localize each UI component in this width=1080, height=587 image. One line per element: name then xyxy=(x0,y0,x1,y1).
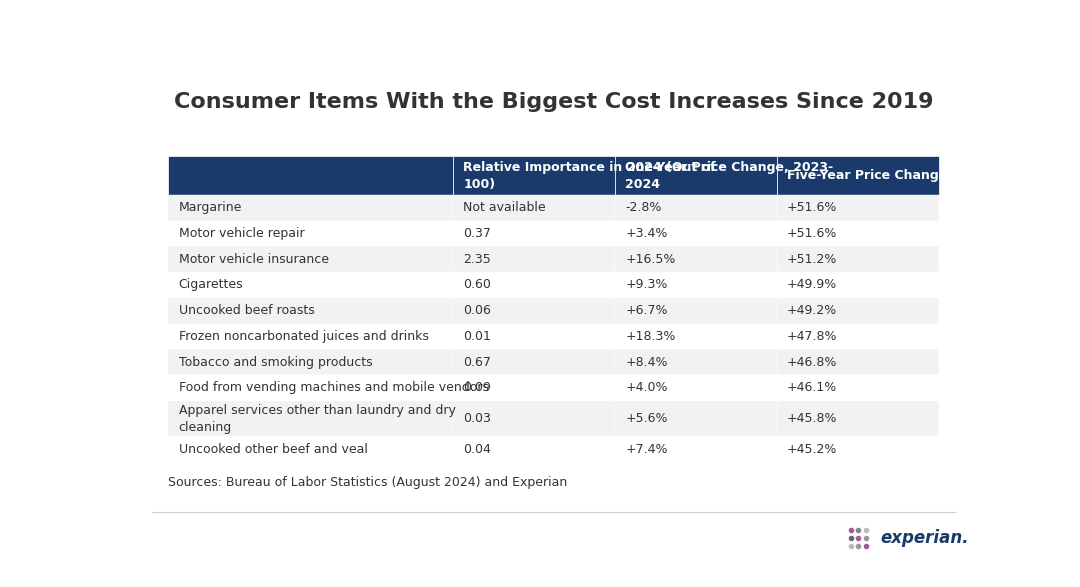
Text: Margarine: Margarine xyxy=(178,201,242,214)
Text: 0.37: 0.37 xyxy=(463,227,491,240)
Text: +45.8%: +45.8% xyxy=(787,412,837,425)
Text: +5.6%: +5.6% xyxy=(625,412,667,425)
Text: +51.2%: +51.2% xyxy=(787,252,837,266)
Bar xyxy=(454,323,616,349)
Text: Uncooked other beef and veal: Uncooked other beef and veal xyxy=(178,443,367,456)
Text: 2.35: 2.35 xyxy=(463,252,491,266)
Bar xyxy=(454,349,616,375)
Text: Motor vehicle repair: Motor vehicle repair xyxy=(178,227,305,240)
Bar xyxy=(616,272,777,298)
Bar xyxy=(616,298,777,323)
Text: Relative Importance in 2024 (Out of
100): Relative Importance in 2024 (Out of 100) xyxy=(463,160,716,191)
Bar xyxy=(168,401,454,436)
Bar xyxy=(777,195,939,221)
Text: Uncooked beef roasts: Uncooked beef roasts xyxy=(178,304,314,317)
Bar xyxy=(168,436,454,462)
Text: 0.01: 0.01 xyxy=(463,330,491,343)
Text: +46.8%: +46.8% xyxy=(787,356,837,369)
Text: +18.3%: +18.3% xyxy=(625,330,675,343)
Bar xyxy=(168,272,454,298)
Bar xyxy=(777,349,939,375)
Bar xyxy=(777,323,939,349)
Text: +47.8%: +47.8% xyxy=(787,330,837,343)
Text: Cigarettes: Cigarettes xyxy=(178,278,243,291)
Text: Tobacco and smoking products: Tobacco and smoking products xyxy=(178,356,373,369)
Bar xyxy=(616,401,777,436)
Bar xyxy=(168,323,454,349)
Bar xyxy=(454,272,616,298)
Bar xyxy=(616,195,777,221)
Text: +49.9%: +49.9% xyxy=(787,278,837,291)
Text: +7.4%: +7.4% xyxy=(625,443,667,456)
Bar xyxy=(777,436,939,462)
Text: +9.3%: +9.3% xyxy=(625,278,667,291)
Text: Five-Year Price Change: Five-Year Price Change xyxy=(787,169,947,182)
Bar xyxy=(777,272,939,298)
Text: 0.09: 0.09 xyxy=(463,382,491,394)
Text: +16.5%: +16.5% xyxy=(625,252,675,266)
Text: Food from vending machines and mobile vendors: Food from vending machines and mobile ve… xyxy=(178,382,488,394)
Text: Sources: Bureau of Labor Statistics (August 2024) and Experian: Sources: Bureau of Labor Statistics (Aug… xyxy=(168,476,568,489)
Text: One-Year Price Change, 2023-
2024: One-Year Price Change, 2023- 2024 xyxy=(625,160,834,191)
Text: +46.1%: +46.1% xyxy=(787,382,837,394)
Bar xyxy=(616,247,777,272)
Text: +4.0%: +4.0% xyxy=(625,382,667,394)
Bar xyxy=(616,323,777,349)
Text: Frozen noncarbonated juices and drinks: Frozen noncarbonated juices and drinks xyxy=(178,330,429,343)
Bar xyxy=(777,247,939,272)
Bar xyxy=(454,401,616,436)
Bar xyxy=(454,221,616,247)
Bar xyxy=(168,156,454,195)
Bar xyxy=(777,375,939,401)
Text: +51.6%: +51.6% xyxy=(787,201,837,214)
Bar xyxy=(454,156,616,195)
Text: 0.67: 0.67 xyxy=(463,356,491,369)
Bar xyxy=(616,349,777,375)
Text: +51.6%: +51.6% xyxy=(787,227,837,240)
Text: 0.04: 0.04 xyxy=(463,443,491,456)
Text: +49.2%: +49.2% xyxy=(787,304,837,317)
Bar xyxy=(168,349,454,375)
Bar xyxy=(168,195,454,221)
Bar xyxy=(454,375,616,401)
Bar xyxy=(777,298,939,323)
Bar xyxy=(168,247,454,272)
Bar xyxy=(777,156,939,195)
Bar xyxy=(454,247,616,272)
Bar xyxy=(168,221,454,247)
Text: experian.: experian. xyxy=(880,529,969,546)
Text: +6.7%: +6.7% xyxy=(625,304,667,317)
Text: +3.4%: +3.4% xyxy=(625,227,667,240)
Bar xyxy=(616,221,777,247)
Text: +45.2%: +45.2% xyxy=(787,443,837,456)
Bar xyxy=(168,298,454,323)
Bar xyxy=(616,156,777,195)
Bar xyxy=(168,375,454,401)
Text: Not available: Not available xyxy=(463,201,546,214)
Text: -2.8%: -2.8% xyxy=(625,201,662,214)
Bar xyxy=(616,375,777,401)
Text: Consumer Items With the Biggest Cost Increases Since 2019: Consumer Items With the Biggest Cost Inc… xyxy=(174,92,933,112)
Text: Motor vehicle insurance: Motor vehicle insurance xyxy=(178,252,328,266)
Text: Apparel services other than laundry and dry
cleaning: Apparel services other than laundry and … xyxy=(178,404,456,434)
Bar xyxy=(454,195,616,221)
Bar xyxy=(777,401,939,436)
Text: 0.06: 0.06 xyxy=(463,304,491,317)
Text: 0.03: 0.03 xyxy=(463,412,491,425)
Bar xyxy=(454,298,616,323)
Bar xyxy=(616,436,777,462)
Bar xyxy=(777,221,939,247)
Text: 0.60: 0.60 xyxy=(463,278,491,291)
Text: +8.4%: +8.4% xyxy=(625,356,667,369)
Bar xyxy=(454,436,616,462)
